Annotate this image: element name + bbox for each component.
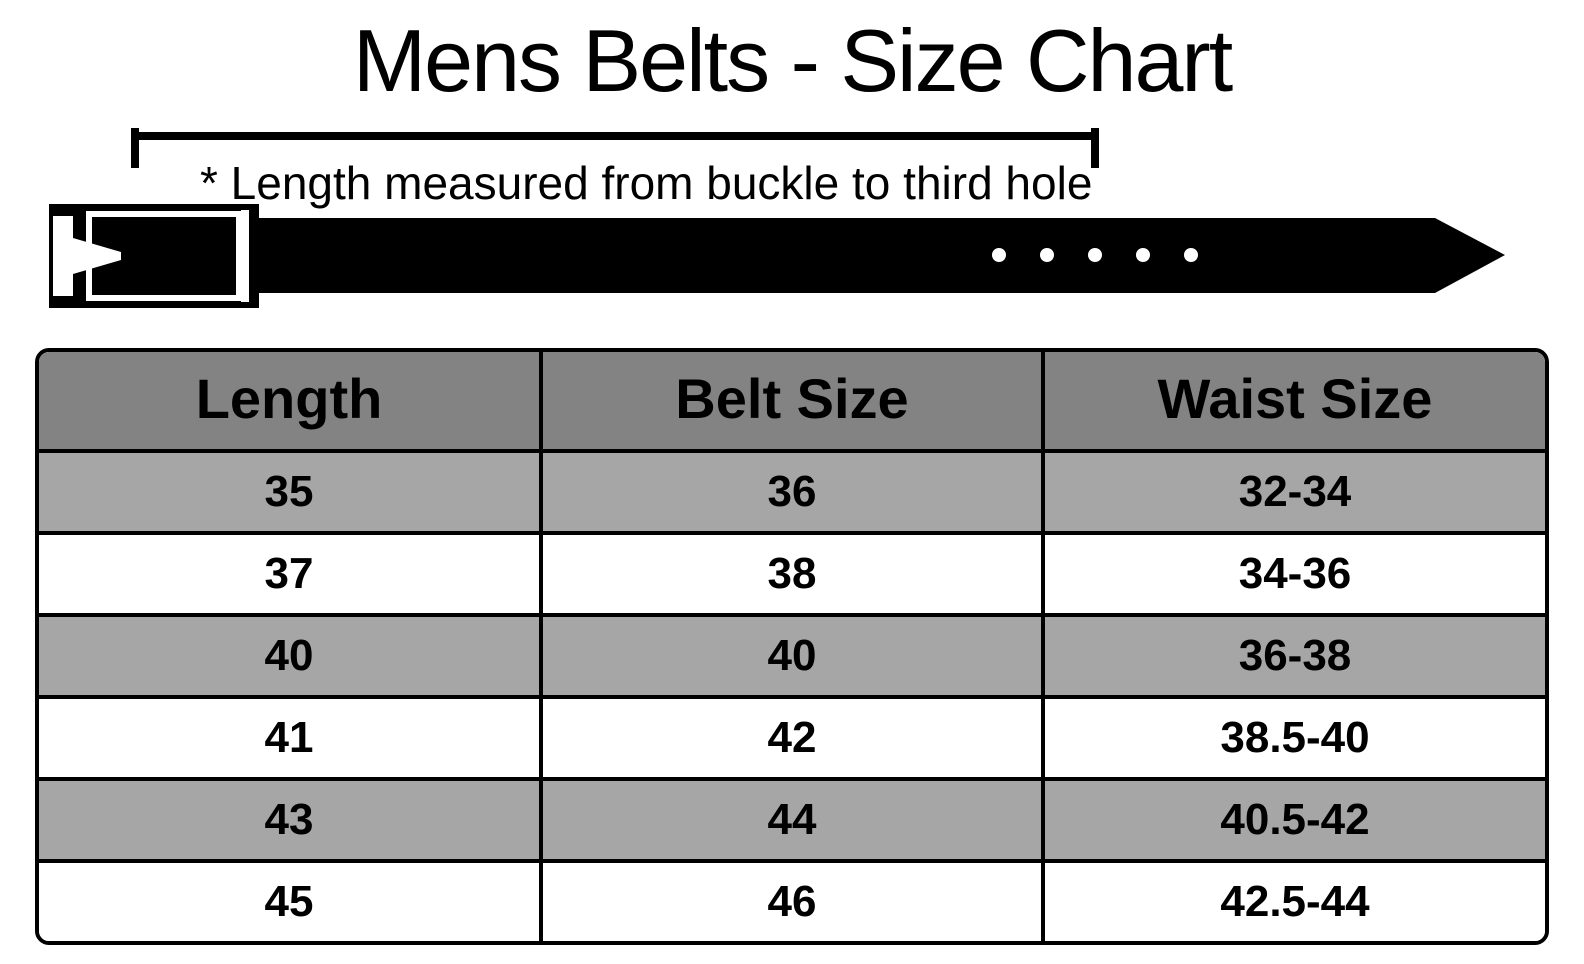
table-row: 373834-36 xyxy=(39,533,1545,615)
table-cell: 45 xyxy=(39,861,541,941)
table-cell: 44 xyxy=(541,779,1043,861)
belt-strap xyxy=(195,218,1435,293)
size-table-header-row: Length Belt Size Waist Size xyxy=(39,352,1545,451)
belt-hole-3 xyxy=(1088,248,1102,262)
belt-hole-1 xyxy=(992,248,1006,262)
table-row: 434440.5-42 xyxy=(39,779,1545,861)
size-chart-container: Mens Belts - Size Chart xyxy=(0,0,1584,964)
belt-hole-4 xyxy=(1136,248,1150,262)
col-waist-header: Waist Size xyxy=(1043,352,1545,451)
table-cell: 36 xyxy=(541,451,1043,533)
size-table-head: Length Belt Size Waist Size xyxy=(39,352,1545,451)
col-beltsize-header: Belt Size xyxy=(541,352,1043,451)
belt-buckle xyxy=(49,204,259,308)
table-cell: 36-38 xyxy=(1043,615,1545,697)
col-length-header: Length xyxy=(39,352,541,451)
table-cell: 38 xyxy=(541,533,1043,615)
table-cell: 38.5-40 xyxy=(1043,697,1545,779)
table-row: 414238.5-40 xyxy=(39,697,1545,779)
table-cell: 40.5-42 xyxy=(1043,779,1545,861)
size-table-wrap: Length Belt Size Waist Size 353632-34373… xyxy=(35,348,1549,945)
belt-hole-5 xyxy=(1184,248,1198,262)
table-row: 353632-34 xyxy=(39,451,1545,533)
table-cell: 43 xyxy=(39,779,541,861)
table-cell: 40 xyxy=(39,615,541,697)
table-cell: 46 xyxy=(541,861,1043,941)
size-table-body: 353632-34373834-36404036-38414238.5-4043… xyxy=(39,451,1545,941)
table-cell: 42 xyxy=(541,697,1043,779)
table-cell: 35 xyxy=(39,451,541,533)
table-row: 404036-38 xyxy=(39,615,1545,697)
table-cell: 32-34 xyxy=(1043,451,1545,533)
belt-tip xyxy=(1435,218,1505,293)
table-cell: 34-36 xyxy=(1043,533,1545,615)
page-title: Mens Belts - Size Chart xyxy=(0,10,1584,112)
table-row: 454642.5-44 xyxy=(39,861,1545,941)
table-cell: 40 xyxy=(541,615,1043,697)
belt-hole-2 xyxy=(1040,248,1054,262)
size-table: Length Belt Size Waist Size 353632-34373… xyxy=(39,352,1545,941)
table-cell: 41 xyxy=(39,697,541,779)
table-cell: 37 xyxy=(39,533,541,615)
measurement-note: * Length measured from buckle to third h… xyxy=(200,156,1092,210)
table-cell: 42.5-44 xyxy=(1043,861,1545,941)
belt-diagram xyxy=(35,118,1549,328)
